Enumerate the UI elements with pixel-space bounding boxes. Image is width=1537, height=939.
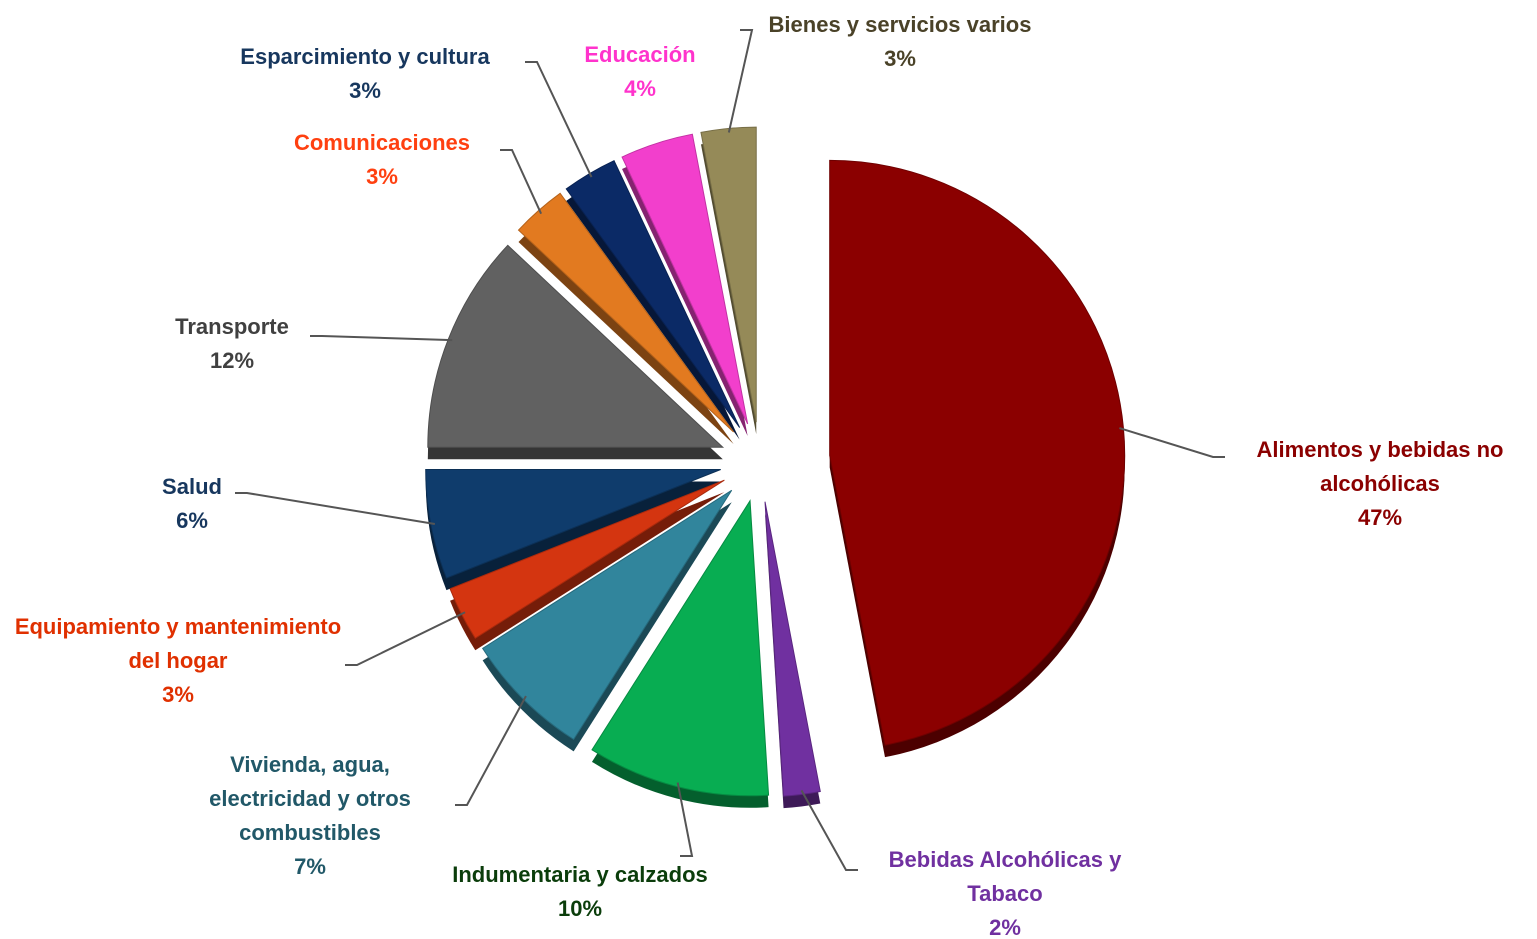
- leader-line: [455, 695, 527, 806]
- data-label: Educación 4%: [560, 38, 720, 106]
- label-name: Comunicaciones: [293, 130, 471, 155]
- data-label: Comunicaciones 3%: [262, 126, 502, 194]
- label-value: 3%: [366, 164, 398, 189]
- data-label: Indumentaria y calzados 10%: [410, 858, 750, 926]
- label-value: 6%: [176, 508, 208, 533]
- leader-line: [310, 335, 453, 342]
- leader-line: [1119, 427, 1225, 458]
- data-label: Esparcimiento y cultura 3%: [200, 40, 530, 108]
- slice: [427, 244, 725, 448]
- data-label: Bienes y servicios varios 3%: [725, 8, 1075, 76]
- label-value: 3%: [162, 682, 194, 707]
- label-value: 3%: [884, 46, 916, 71]
- label-name: Vivienda, agua, electricidad y otros com…: [209, 752, 411, 845]
- label-value: 2%: [989, 915, 1021, 939]
- slice: [517, 192, 734, 433]
- slice: [591, 499, 770, 797]
- label-name: Esparcimiento y cultura: [240, 44, 490, 69]
- leader-line: [525, 61, 593, 178]
- leader-line: [676, 782, 694, 857]
- slice: [764, 501, 821, 797]
- label-value: 47%: [1357, 505, 1403, 530]
- data-label: Alimentos y bebidas no alcohólicas 47%: [1220, 433, 1537, 535]
- label-name: Indumentaria y calzados: [452, 862, 708, 887]
- data-label: Equipamiento y mantenimiento del hogar 3%: [3, 610, 353, 712]
- label-value: 10%: [557, 896, 603, 921]
- leader-line: [235, 492, 436, 526]
- slice: [425, 468, 721, 579]
- label-name: Transporte: [175, 314, 289, 339]
- leader-line: [800, 789, 858, 871]
- label-value: 7%: [294, 854, 326, 879]
- leader-line: [727, 29, 754, 133]
- leader-line: [500, 149, 543, 215]
- label-name: Salud: [162, 474, 222, 499]
- label-name: Equipamiento y mantenimiento del hogar: [14, 614, 342, 673]
- leader-line: [345, 611, 466, 666]
- data-label: Transporte 12%: [152, 310, 312, 378]
- label-name: Educación: [584, 42, 696, 67]
- data-label: Bebidas Alcohólicas y Tabaco 2%: [855, 843, 1155, 939]
- label-name: Bienes y servicios varios: [768, 12, 1032, 37]
- data-label: Salud 6%: [132, 470, 252, 538]
- slice: [621, 133, 749, 425]
- label-name: Alimentos y bebidas no alcohólicas: [1256, 437, 1504, 496]
- label-value: 4%: [624, 76, 656, 101]
- slice: [700, 126, 757, 423]
- label-value: 3%: [349, 78, 381, 103]
- label-value: 12%: [209, 348, 255, 373]
- data-label: Vivienda, agua, electricidad y otros com…: [170, 748, 450, 884]
- slice: [481, 489, 733, 741]
- slice: [829, 159, 1126, 746]
- label-name: Bebidas Alcohólicas y Tabaco: [888, 847, 1122, 906]
